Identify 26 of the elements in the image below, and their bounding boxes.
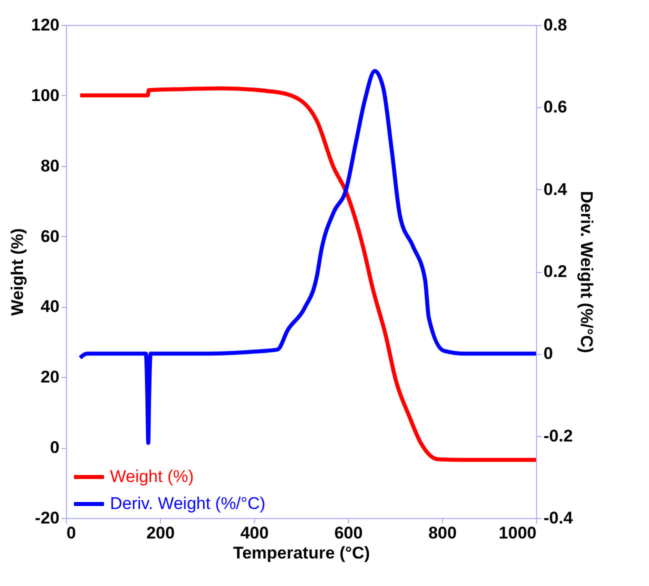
y2-tick-label: -0.4 [544,508,574,528]
legend-label: Weight (%) [110,467,194,486]
x-tick-label: 0 [66,524,76,542]
x-axis-title: Temperature (°C) [233,544,370,562]
y-tick-label: 100 [31,86,60,105]
y-tick-label: 20 [40,368,60,387]
y-tick-label: -20 [34,508,60,528]
y2-tick-label: 0.8 [544,16,568,34]
x-tick-label: 200 [146,524,175,542]
y2-tick-label: 0 [544,344,553,364]
y2-axis-title: Deriv. Weight (%/°C) [576,190,596,354]
y-tick-label: 60 [40,226,60,246]
y-tick-label: 40 [40,297,60,316]
legend-label: Deriv. Weight (%/°C) [110,494,266,513]
y-tick-label: 80 [40,156,60,176]
y2-tick-label: 0.6 [544,98,568,117]
x-tick-label: 800 [428,524,457,542]
y2-tick-label: -0.2 [544,426,573,446]
x-tick-label: 1000 [498,524,536,542]
y2-tick-label: 0.4 [544,180,568,199]
x-tick-label: 400 [240,524,269,542]
y2-tick-label: 0.2 [544,262,568,281]
x-tick-label: 600 [334,524,363,542]
y-tick-label: 0 [50,438,60,458]
y-axis-title: Weight (%) [8,228,28,316]
y-tick-label: 120 [31,16,60,34]
